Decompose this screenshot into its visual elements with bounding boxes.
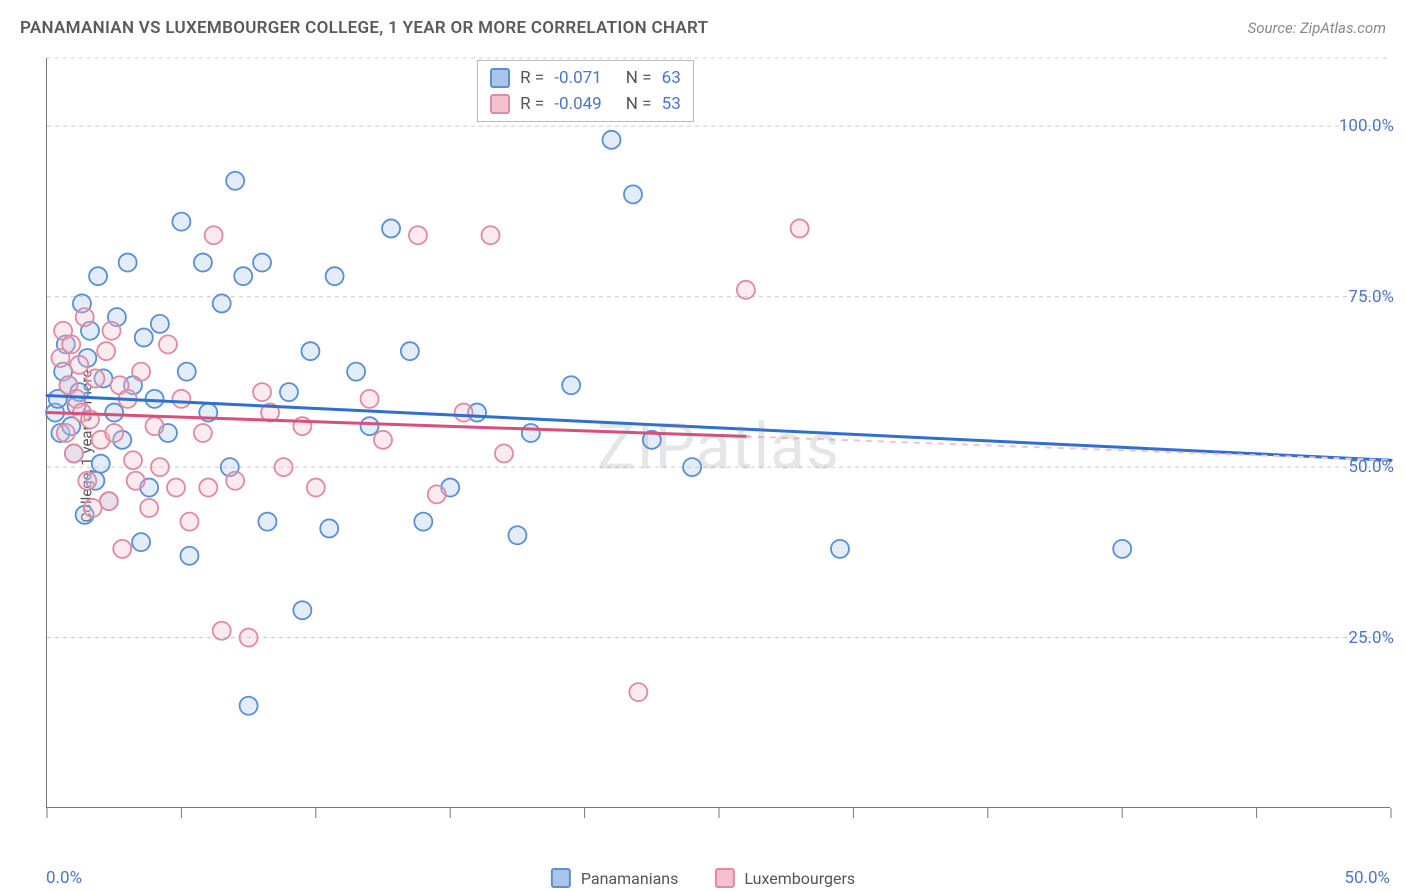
series-legend-item: Luxembourgers (714, 868, 855, 888)
n-label: N = 63 (626, 65, 681, 91)
y-tick-label: 75.0% (1348, 287, 1394, 307)
stats-legend-row: R = -0.071 N = 63 (490, 65, 681, 91)
chart-svg (47, 58, 1390, 807)
stats-legend-row: R = -0.049 N = 53 (490, 91, 681, 117)
stats-legend: R = -0.071 N = 63 R = -0.049 N = 53 (477, 60, 694, 122)
x-axis-max-label: 50.0% (1344, 868, 1390, 888)
legend-swatch (714, 868, 734, 888)
n-label: N = 53 (626, 91, 681, 117)
legend-swatch (490, 68, 510, 88)
series-legend-label: Panamanians (581, 869, 679, 888)
plot-area: ZIPatlas R = -0.071N = 63R = -0.049N = 5… (46, 58, 1390, 808)
series-legend: Panamanians Luxembourgers (551, 868, 855, 888)
legend-swatch (551, 868, 571, 888)
y-tick-label: 100.0% (1339, 116, 1394, 136)
r-label: R = -0.071 (520, 65, 602, 91)
y-tick-label: 25.0% (1348, 628, 1394, 648)
legend-swatch (490, 94, 510, 114)
x-axis-min-label: 0.0% (46, 868, 82, 888)
r-label: R = -0.049 (520, 91, 602, 117)
chart-title: PANAMANIAN VS LUXEMBOURGER COLLEGE, 1 YE… (20, 18, 708, 38)
title-bar: PANAMANIAN VS LUXEMBOURGER COLLEGE, 1 YE… (20, 18, 1386, 38)
source-attribution: Source: ZipAtlas.com (1248, 19, 1386, 37)
series-legend-label: Luxembourgers (744, 869, 855, 888)
y-tick-label: 50.0% (1348, 457, 1394, 477)
series-legend-item: Panamanians (551, 868, 679, 888)
